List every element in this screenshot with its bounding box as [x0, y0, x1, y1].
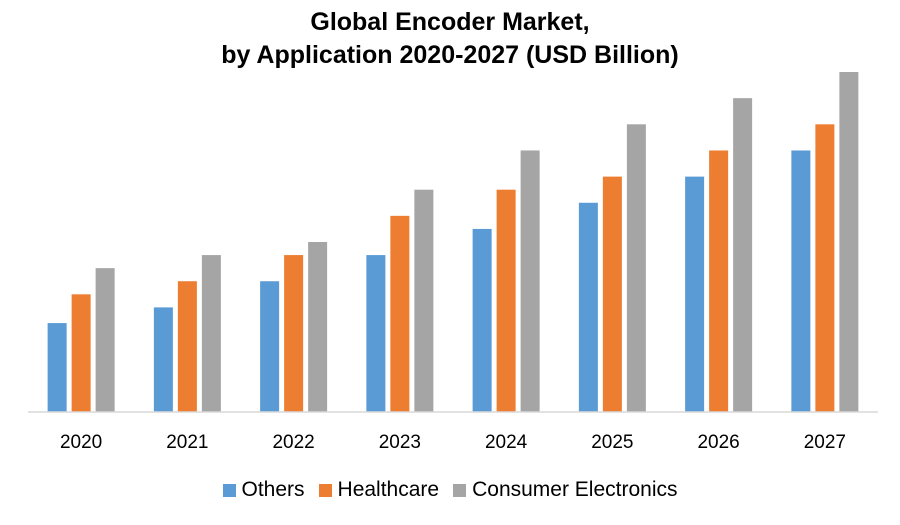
bar-others-2020 [47, 323, 67, 412]
bars-group [47, 72, 859, 413]
bar-consumer-electronics-2024 [520, 150, 540, 412]
legend-label-healthcare: Healthcare [337, 478, 440, 501]
bar-healthcare-2024 [496, 189, 516, 412]
bar-healthcare-2023 [390, 215, 410, 412]
bar-others-2023 [366, 255, 386, 412]
bar-healthcare-2025 [602, 176, 622, 412]
bar-others-2022 [260, 281, 280, 412]
x-tick-label-2027: 2027 [804, 432, 846, 453]
legend-swatch-healthcare [318, 483, 332, 497]
bar-others-2025 [578, 202, 598, 412]
chart-title-line-2: by Application 2020-2027 (USD Billion) [221, 41, 679, 69]
bar-others-2024 [472, 228, 492, 412]
chart-title-line-1: Global Encoder Market, [310, 8, 590, 36]
bar-consumer-electronics-2027 [839, 72, 859, 412]
x-tick-label-2025: 2025 [591, 432, 633, 453]
legend-label-consumer-electronics: Consumer Electronics [472, 478, 678, 501]
legend-item-consumer-electronics: Consumer Electronics [453, 478, 678, 502]
legend-item-others: Others [222, 478, 305, 502]
legend-swatch-consumer-electronics [453, 483, 467, 497]
bar-healthcare-2021 [177, 281, 197, 412]
bar-healthcare-2020 [71, 294, 91, 412]
bar-healthcare-2027 [815, 124, 835, 413]
x-tick-label-2021: 2021 [166, 432, 208, 453]
bar-others-2027 [791, 150, 811, 412]
legend-item-healthcare: Healthcare [318, 478, 440, 502]
bar-consumer-electronics-2025 [626, 124, 646, 413]
bar-consumer-electronics-2020 [95, 268, 115, 412]
bar-others-2026 [685, 176, 705, 412]
bar-consumer-electronics-2023 [414, 189, 434, 412]
bar-healthcare-2022 [284, 255, 304, 412]
x-tick-labels: 2020 2021 2022 2023 2024 2025 2026 2027 [60, 432, 846, 453]
chart-title: Global Encoder Market, by Application 20… [0, 6, 900, 72]
bar-consumer-electronics-2026 [733, 98, 753, 413]
bar-consumer-electronics-2021 [201, 255, 221, 412]
bar-others-2021 [153, 307, 173, 412]
x-tick-label-2022: 2022 [272, 432, 314, 453]
x-tick-label-2024: 2024 [485, 432, 528, 453]
legend-label-others: Others [241, 478, 305, 501]
bar-chart: 2020 2021 2022 2023 2024 2025 2026 2027 [28, 72, 878, 453]
bar-healthcare-2026 [709, 150, 729, 412]
legend: Others Healthcare Consumer Electronics [0, 478, 900, 502]
x-tick-label-2023: 2023 [379, 432, 421, 453]
bar-consumer-electronics-2022 [308, 242, 328, 412]
x-tick-label-2026: 2026 [697, 432, 739, 453]
legend-swatch-others [222, 483, 236, 497]
x-tick-label-2020: 2020 [60, 432, 102, 453]
